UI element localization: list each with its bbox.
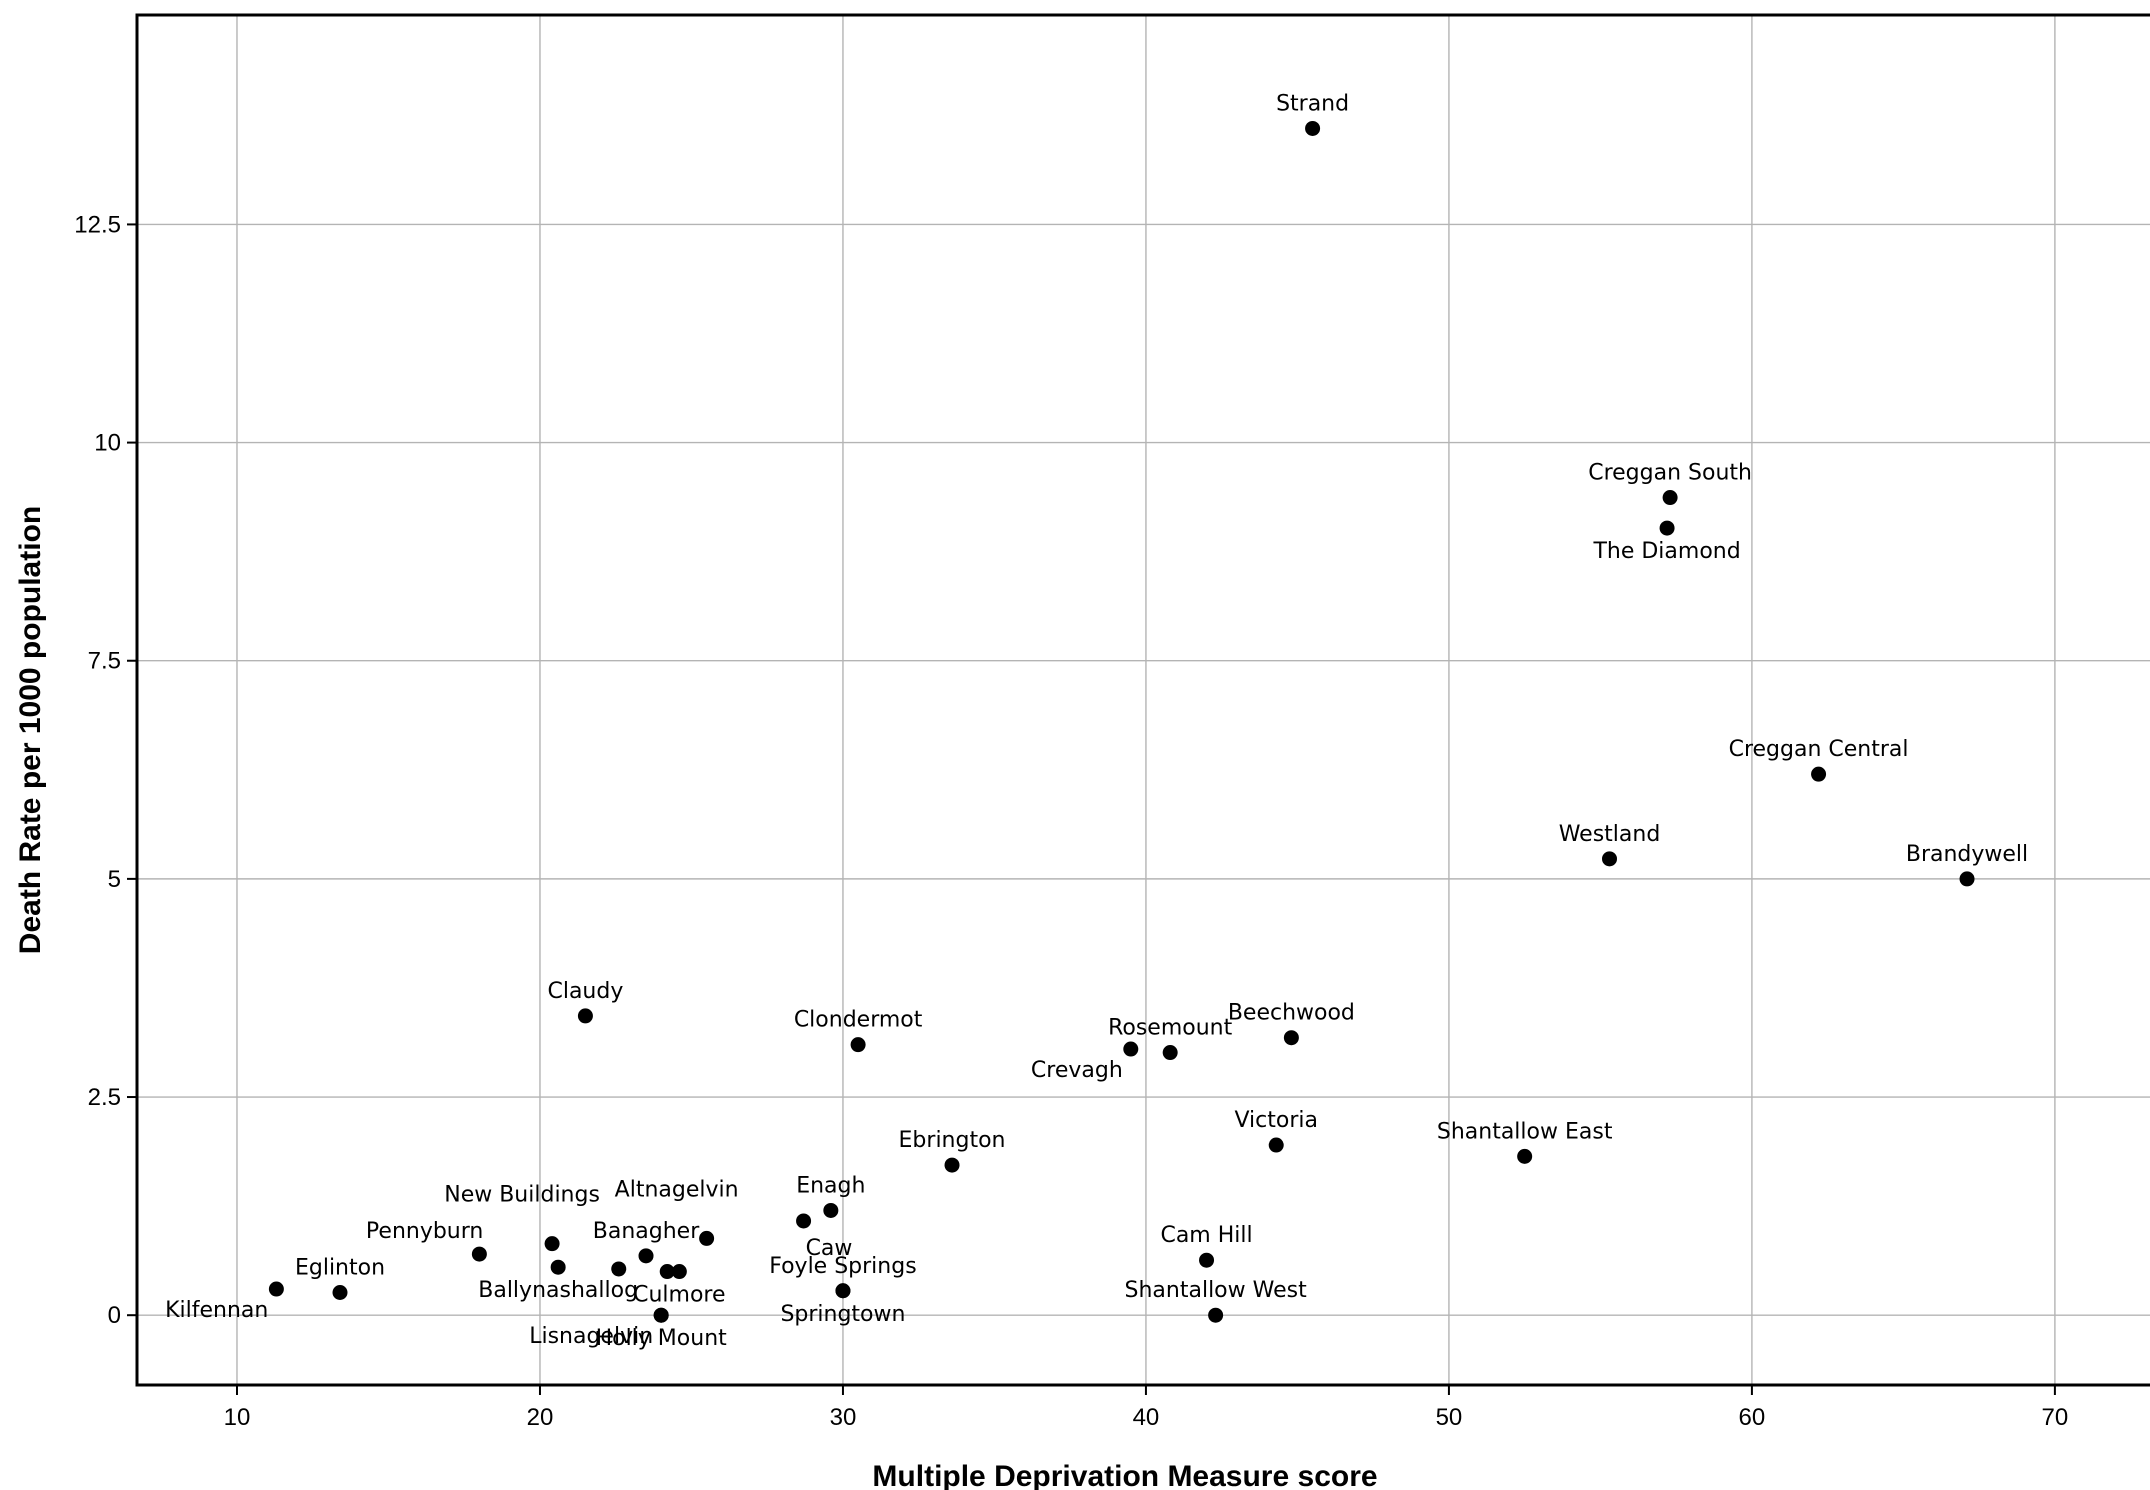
data-point	[850, 1037, 866, 1053]
data-point	[1283, 1030, 1299, 1046]
point-label: Clondermot	[794, 1008, 923, 1033]
data-point	[671, 1264, 687, 1280]
y-tick-label: 2.5	[88, 1084, 121, 1111]
x-tick-label: 70	[2042, 1404, 2069, 1431]
point-label: Altnagelvin	[615, 1177, 739, 1202]
point-label: Shantallow West	[1125, 1278, 1308, 1303]
data-point	[1662, 490, 1678, 506]
x-tick-label: 20	[527, 1404, 554, 1431]
plot-frame	[135, 13, 2150, 1387]
y-tick-label: 12.5	[74, 211, 121, 238]
y-tick-label: 5	[108, 866, 121, 893]
point-label: Creggan South	[1588, 461, 1752, 486]
point-label: Culmore	[633, 1283, 725, 1308]
y-axis-title: Death Rate per 1000 population	[14, 506, 47, 954]
point-label: Banagher	[593, 1219, 700, 1244]
y-tick-label: 0	[108, 1302, 121, 1329]
data-point	[1162, 1045, 1178, 1061]
point-label: The Diamond	[1592, 539, 1740, 564]
data-point	[653, 1307, 669, 1323]
data-point	[1517, 1148, 1533, 1164]
point-label: Beechwood	[1228, 1001, 1355, 1026]
data-point	[1123, 1041, 1139, 1057]
point-label: Claudy	[547, 979, 623, 1004]
point-label: Creggan Central	[1729, 737, 1909, 762]
point-label: Strand	[1276, 91, 1349, 116]
data-point	[796, 1213, 812, 1229]
data-point	[823, 1202, 839, 1218]
data-points: Strand Creggan South The Diamond Creggan Ce…	[165, 91, 2028, 1351]
data-point	[1811, 766, 1827, 782]
point-label: Shantallow East	[1437, 1119, 1613, 1144]
y-tick-label: 7.5	[88, 648, 121, 675]
point-label: Enagh	[796, 1173, 865, 1198]
point-label: Rosemount	[1108, 1016, 1233, 1041]
point-label: Crevagh	[1031, 1058, 1123, 1083]
x-axis-title: Multiple Deprivation Measure score	[872, 1460, 1377, 1490]
point-label: Westland	[1559, 822, 1661, 847]
y-tick-label: 10	[94, 430, 121, 457]
data-point	[1959, 871, 1975, 887]
point-label: Holly Mount	[596, 1326, 728, 1351]
point-label: Ballynashallog	[478, 1278, 638, 1303]
point-label: Springtown	[780, 1302, 905, 1327]
data-point	[1602, 851, 1618, 867]
data-point	[471, 1246, 487, 1262]
point-label: Brandywell	[1906, 842, 2028, 867]
data-point	[1199, 1252, 1215, 1268]
point-label: Eglinton	[295, 1256, 385, 1281]
point-label: Kilfennan	[165, 1298, 268, 1323]
x-tick-label: 30	[830, 1404, 857, 1431]
data-point	[577, 1008, 593, 1024]
x-tick-label: 40	[1133, 1404, 1160, 1431]
data-point	[659, 1264, 675, 1280]
data-point	[1305, 120, 1321, 136]
data-point	[1268, 1137, 1284, 1153]
data-point	[1208, 1307, 1224, 1323]
point-label: Foyle Springs	[769, 1254, 916, 1279]
data-point	[332, 1285, 348, 1301]
data-point	[268, 1281, 284, 1297]
point-label: Pennyburn	[366, 1219, 483, 1244]
data-point	[1659, 520, 1675, 536]
data-point	[944, 1157, 960, 1173]
axis-ticks: 10 20 30 40 50 60 70 0 2.5 5 7.5 10 12.5	[74, 211, 2068, 1431]
data-point	[611, 1261, 627, 1277]
point-label: Cam Hill	[1160, 1223, 1252, 1248]
x-tick-label: 60	[1739, 1404, 1766, 1431]
data-point	[835, 1283, 851, 1299]
point-label: Caw	[806, 1236, 853, 1261]
point-label: Lisnagelvin	[529, 1324, 653, 1349]
point-label: New Buildings	[444, 1183, 600, 1208]
data-point	[699, 1230, 715, 1246]
gridlines	[137, 15, 2150, 1385]
point-label: Ebrington	[899, 1128, 1006, 1153]
data-point	[544, 1236, 560, 1252]
point-label: Victoria	[1234, 1108, 1318, 1133]
data-point	[638, 1248, 654, 1264]
x-tick-label: 50	[1436, 1404, 1463, 1431]
data-point	[550, 1259, 566, 1275]
x-tick-label: 10	[224, 1404, 251, 1431]
